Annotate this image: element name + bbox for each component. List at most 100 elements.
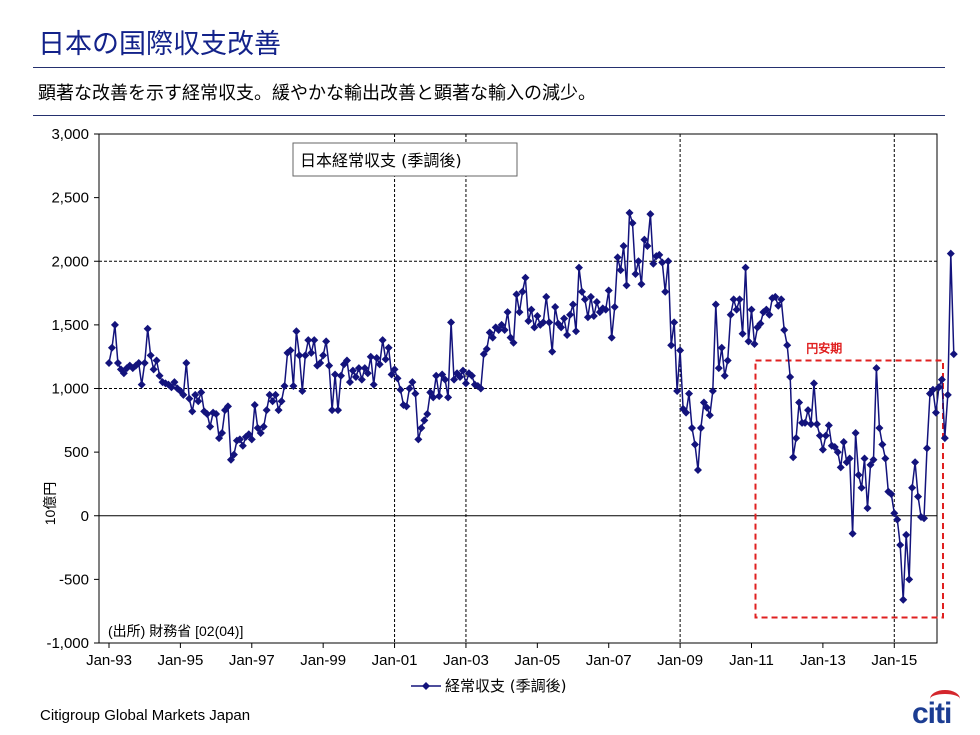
data-point	[818, 445, 827, 454]
data-point	[628, 219, 637, 228]
x-tick-label: Jan-01	[372, 652, 418, 669]
data-point	[577, 287, 586, 296]
data-point	[274, 406, 283, 415]
legend-label: 経常収支 (季調後)	[445, 677, 566, 695]
data-point	[155, 371, 164, 380]
data-point	[140, 359, 149, 368]
y-axis-label: 10億円	[42, 482, 58, 526]
data-point	[152, 356, 161, 365]
data-point	[634, 257, 643, 266]
data-point	[461, 379, 470, 388]
x-tick-label: Jan-07	[586, 652, 632, 669]
data-point	[572, 327, 581, 336]
x-tick-label: Jan-93	[86, 652, 132, 669]
data-point	[729, 295, 738, 304]
data-point	[351, 373, 360, 382]
data-point	[625, 208, 634, 217]
data-point	[354, 364, 363, 373]
data-point	[732, 305, 741, 314]
data-point	[357, 375, 366, 384]
data-point	[244, 430, 253, 439]
data-point	[804, 406, 813, 415]
data-point	[557, 323, 566, 332]
data-point	[369, 380, 378, 389]
highlight-label: 円安期	[806, 341, 842, 356]
data-point	[325, 361, 334, 370]
data-point	[170, 378, 179, 387]
data-point	[848, 529, 857, 538]
data-point	[720, 371, 729, 380]
data-point	[783, 341, 792, 350]
data-point	[393, 374, 402, 383]
data-point	[824, 421, 833, 430]
data-point	[613, 253, 622, 262]
data-point	[185, 394, 194, 403]
data-point	[334, 406, 343, 415]
data-point	[836, 463, 845, 472]
data-point	[423, 409, 432, 418]
data-point	[619, 241, 628, 250]
data-point	[203, 409, 212, 418]
data-point	[934, 383, 943, 392]
data-point	[726, 310, 735, 319]
data-point	[911, 458, 920, 467]
data-point	[604, 286, 613, 295]
data-point	[905, 575, 914, 584]
data-point	[143, 324, 152, 333]
data-point	[592, 297, 601, 306]
data-point	[548, 347, 557, 356]
data-point	[438, 370, 447, 379]
data-point	[530, 323, 539, 332]
data-point	[673, 387, 682, 396]
data-point	[167, 383, 176, 392]
data-point	[569, 300, 578, 309]
title-divider	[33, 67, 945, 68]
data-point	[390, 365, 399, 374]
data-point	[310, 336, 319, 345]
data-point	[881, 454, 890, 463]
data-point	[607, 333, 616, 342]
data-point	[887, 490, 896, 499]
data-point	[533, 311, 542, 320]
data-point	[857, 483, 866, 492]
x-axis: Jan-93 Jan-95 Jan-97 Jan-99 Jan-01 Jan-03 Jan-…	[86, 643, 917, 669]
data-point	[372, 353, 381, 362]
data-point	[747, 305, 756, 314]
data-point	[809, 379, 818, 388]
data-point	[845, 454, 854, 463]
data-point	[622, 281, 631, 290]
data-point	[402, 402, 411, 411]
data-point	[693, 465, 702, 474]
data-point	[113, 359, 122, 368]
data-point	[661, 287, 670, 296]
data-point	[188, 407, 197, 416]
source-note: (出所) 財務省 [02(04)]	[108, 623, 243, 639]
series-line	[108, 212, 955, 600]
data-point	[435, 392, 444, 401]
chart-title-box: 日本経常収支 (季調後)	[292, 142, 518, 177]
data-point	[256, 429, 265, 438]
data-point	[640, 235, 649, 244]
data-point	[280, 381, 289, 390]
data-point	[658, 258, 667, 267]
data-point	[806, 420, 815, 429]
data-point	[500, 325, 509, 334]
data-point	[815, 431, 824, 440]
data-point	[890, 509, 899, 518]
data-point	[583, 313, 592, 322]
data-point	[467, 371, 476, 380]
data-point	[485, 328, 494, 337]
data-point	[899, 595, 908, 604]
data-point	[247, 435, 256, 444]
data-point	[307, 348, 316, 357]
yen-weakness-period-box: 円安期	[754, 341, 945, 619]
citi-logo: citi	[912, 697, 952, 730]
data-point	[812, 420, 821, 429]
data-point	[711, 300, 720, 309]
data-point	[417, 423, 426, 432]
data-point	[545, 318, 554, 327]
data-point	[786, 373, 795, 382]
data-point	[381, 355, 390, 364]
y-tick-label: 1,500	[51, 317, 89, 334]
